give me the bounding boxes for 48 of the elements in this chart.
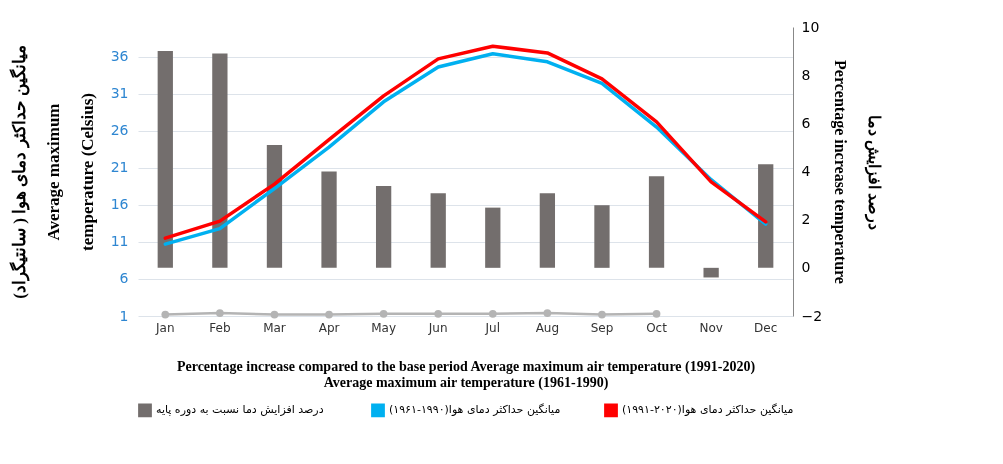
x-tick-label: Oct <box>646 320 668 335</box>
y2-tick-label: 2 <box>801 211 811 228</box>
x-tick-label: Dec <box>754 320 778 335</box>
x-axis-title: Percentage increase compared to the base period Average maximum air temperature (1991-2020) <box>176 358 756 375</box>
text: درصد افزایش دما <box>864 114 884 230</box>
y-tick-label: 36 <box>110 48 129 65</box>
bar <box>375 185 392 268</box>
y2-tick-label: −2 <box>801 307 823 324</box>
y2-tick-label: 4 <box>801 163 811 179</box>
x-tick-label: Apr <box>318 320 340 335</box>
bar <box>485 207 501 268</box>
x-tick-label: Sep <box>590 320 614 335</box>
x-tick-label: Nov <box>699 320 723 335</box>
bar <box>758 164 774 268</box>
x-tick-label: Feb <box>209 320 231 335</box>
x-tick-label: Jan <box>155 320 175 335</box>
y2-axis-title: Percentage increase temperature <box>831 60 850 284</box>
y-tick-label: 26 <box>110 122 129 139</box>
bar <box>539 193 556 268</box>
y-tick-label: 11 <box>110 233 129 250</box>
x-tick-label: Aug <box>535 320 560 335</box>
bar <box>321 171 337 268</box>
x-tick-label: May <box>371 320 397 335</box>
y2-tick-label: 0 <box>801 259 811 276</box>
y-tick-label: 16 <box>110 196 129 213</box>
y2-tick-label: 10 <box>801 18 820 35</box>
bar <box>703 267 719 278</box>
y-tick-label: 31 <box>110 85 129 102</box>
legend-label: میانگین حداکثر دمای هوا(۲۰۲۰-۱۹۹۱) <box>622 403 794 417</box>
text: Average maximum air temperature (1961-1990) <box>323 374 609 391</box>
x-tick-label: Jun <box>427 320 448 335</box>
y-tick-label: 6 <box>119 270 129 287</box>
text: میانگین حداکثر دمای هوا ( سانتیگراد) <box>8 45 30 299</box>
bar <box>157 51 173 268</box>
bar <box>594 205 610 268</box>
y-tick-label: 21 <box>110 159 129 176</box>
y2-tick-label: 8 <box>801 66 811 83</box>
y2-tick-label: 6 <box>801 114 811 131</box>
legend-label: درصد افزایش دما نسبت به دوره پایه <box>156 403 324 417</box>
bar <box>266 145 283 268</box>
y-tick-label: 1 <box>119 307 129 324</box>
x-tick-label: Mar <box>263 320 286 335</box>
legend-label: میانگین حداکثر دمای هوا(۱۹۹۰-۱۹۶۱) <box>389 403 561 417</box>
bar <box>648 176 665 268</box>
y-axis-title: Average maximum temperature (Celsius) <box>43 93 97 251</box>
bar <box>430 193 446 268</box>
bar <box>212 53 228 268</box>
x-tick-label: Jul <box>484 320 501 335</box>
